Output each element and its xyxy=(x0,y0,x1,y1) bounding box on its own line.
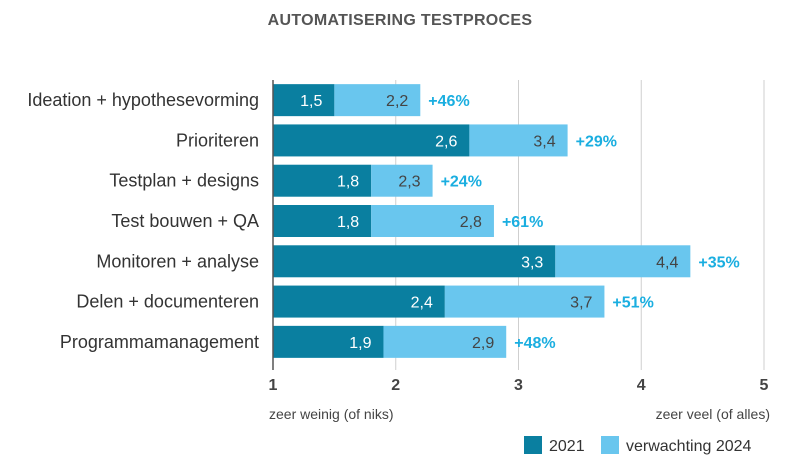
bar-2021-3 xyxy=(273,205,372,237)
labels: Ideation + hypothesevorming 1,5 2,2 +46% Pri… xyxy=(27,90,739,352)
x-tick-label-5: 5 xyxy=(760,377,769,394)
chart-title: AUTOMATISERING TESTPROCES xyxy=(268,12,533,29)
growth-label-2: +24% xyxy=(441,174,482,191)
category-label-1: Prioriteren xyxy=(176,130,259,150)
bar-2021-1 xyxy=(273,124,470,157)
bar-2021-4 xyxy=(273,245,556,278)
growth-label-5: +51% xyxy=(612,295,653,312)
legend-swatch-2021 xyxy=(524,436,542,454)
value-label-2024-4: 4,4 xyxy=(656,254,678,271)
legend: 2021 verwachting 2024 xyxy=(524,436,752,455)
legend-label-2024: verwachting 2024 xyxy=(626,438,752,455)
bars xyxy=(273,84,691,358)
bar-2021-6 xyxy=(273,325,384,358)
x-tick-label-2: 2 xyxy=(391,377,400,394)
value-label-2024-0: 2,2 xyxy=(386,93,408,110)
category-label-2: Testplan + designs xyxy=(109,171,259,191)
x-tick-label-4: 4 xyxy=(637,377,646,394)
category-label-6: Programmamanagement xyxy=(60,332,259,352)
bar-2024-2 xyxy=(371,164,433,197)
bar-2021-2 xyxy=(273,164,372,197)
bar-2024-4 xyxy=(555,245,691,278)
value-label-2021-2: 1,8 xyxy=(337,174,359,191)
bar-2024-6 xyxy=(383,325,507,358)
x-axis: 1 2 3 4 5 xyxy=(269,80,769,394)
bar-2021-5 xyxy=(273,285,445,318)
category-label-4: Monitoren + analyse xyxy=(96,251,259,271)
value-label-2024-6: 2,9 xyxy=(472,335,494,352)
growth-label-4: +35% xyxy=(698,254,739,271)
legend-swatch-2024 xyxy=(601,436,619,454)
x-tick-label-3: 3 xyxy=(514,377,523,394)
bar-2024-5 xyxy=(444,285,605,318)
value-label-2021-1: 2,6 xyxy=(435,133,457,150)
x-axis-high-label: zeer veel (of alles) xyxy=(656,406,770,422)
legend-label-2021: 2021 xyxy=(549,438,585,455)
category-label-5: Delen + documenteren xyxy=(76,292,259,312)
growth-label-6: +48% xyxy=(514,335,555,352)
bar-2024-1 xyxy=(469,124,568,157)
category-label-0: Ideation + hypothesevorming xyxy=(27,90,259,110)
bar-2024-3 xyxy=(371,205,494,237)
x-tick-label-1: 1 xyxy=(269,377,278,394)
value-label-2024-1: 3,4 xyxy=(533,133,555,150)
value-label-2021-4: 3,3 xyxy=(521,254,543,271)
value-label-2024-5: 3,7 xyxy=(570,295,592,312)
bar-2021-0 xyxy=(273,84,335,117)
x-axis-low-label: zeer weinig (of niks) xyxy=(269,406,394,422)
bar-2024-0 xyxy=(334,84,421,117)
value-label-2021-6: 1,9 xyxy=(349,335,371,352)
category-label-3: Test bouwen + QA xyxy=(111,211,259,231)
value-label-2024-2: 2,3 xyxy=(398,174,420,191)
growth-label-0: +46% xyxy=(428,93,469,110)
value-label-2021-3: 1,8 xyxy=(337,214,359,231)
value-label-2021-5: 2,4 xyxy=(411,295,433,312)
growth-label-3: +61% xyxy=(502,214,543,231)
value-label-2021-0: 1,5 xyxy=(300,93,322,110)
growth-label-1: +29% xyxy=(576,133,617,150)
value-label-2024-3: 2,8 xyxy=(460,214,482,231)
